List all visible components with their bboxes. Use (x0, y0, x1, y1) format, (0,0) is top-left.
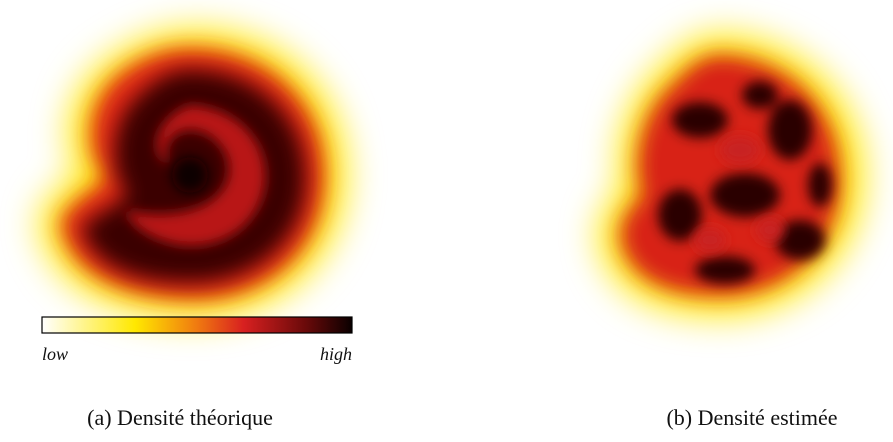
caption: (a) Densité théorique (87, 405, 273, 430)
colorbar (41, 316, 353, 334)
density-image-a (40, 29, 345, 319)
caption: (b) Densité estimée (666, 405, 837, 430)
colorbar-low-label: low (42, 344, 68, 364)
colorbar-high-label: high (320, 344, 352, 364)
density-image-b (599, 35, 863, 316)
